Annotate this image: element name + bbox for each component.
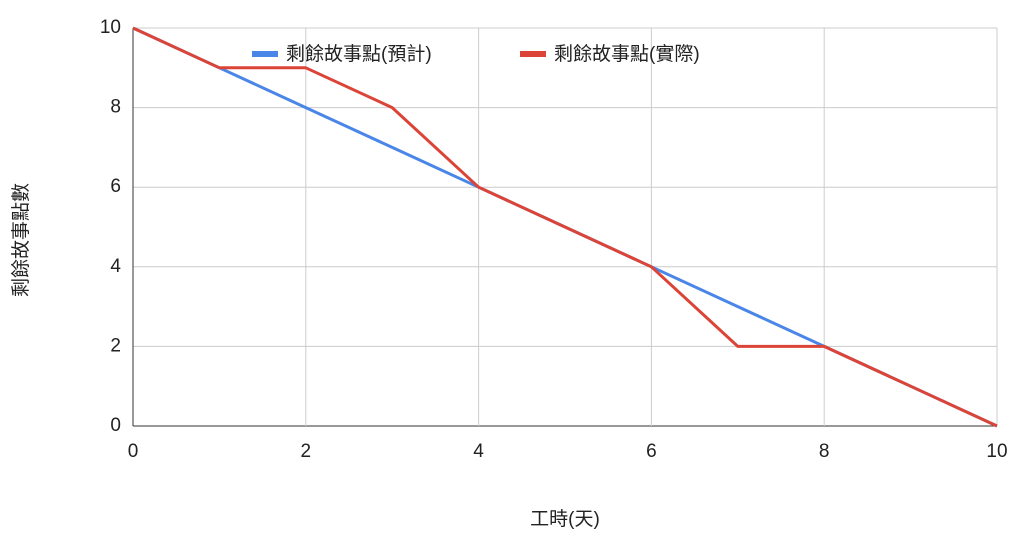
y-tick-label: 4 xyxy=(110,256,121,277)
series-line xyxy=(132,26,998,428)
x-tick-label: 6 xyxy=(646,441,657,462)
x-tick-label: 8 xyxy=(819,441,830,462)
legend-swatch xyxy=(252,51,278,57)
x-tick-label: 2 xyxy=(301,441,312,462)
x-tick-label: 10 xyxy=(986,441,1007,462)
y-axis-label: 剩餘故事點數 xyxy=(10,183,32,297)
y-tick-label: 10 xyxy=(100,17,121,38)
x-axis-label: 工時(天) xyxy=(530,508,600,530)
legend-label: 剩餘故事點(預計) xyxy=(286,43,432,65)
y-tick-label: 0 xyxy=(110,415,121,436)
y-tick-label: 6 xyxy=(110,176,121,197)
legend-label: 剩餘故事點(實際) xyxy=(554,43,700,65)
x-tick-label: 4 xyxy=(473,441,484,462)
y-tick-label: 2 xyxy=(110,335,121,356)
y-tick-label: 8 xyxy=(110,97,121,118)
legend-swatch xyxy=(520,51,546,57)
x-tick-label: 0 xyxy=(128,441,139,462)
